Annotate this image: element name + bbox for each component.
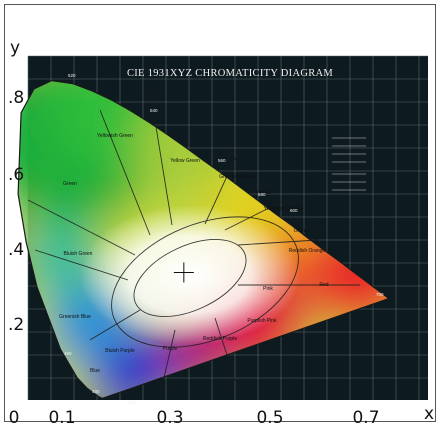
region-label: Reddish Orange [289, 248, 326, 254]
y-tick-label: .8 [8, 88, 24, 108]
x-tick-label: 0 [9, 408, 20, 427]
region-label: Bluish Purple [105, 348, 135, 354]
axis-ticks: 0 0.1 0.3 0.5 0.7 .8 .6 .4 .2 [8, 88, 380, 427]
x-tick-label: 0.3 [156, 408, 183, 427]
chart-frame [4, 4, 436, 422]
wavelength-label: 560 [218, 158, 226, 163]
region-label: Greenish Blue [59, 314, 91, 320]
x-tick-label: 0.1 [48, 408, 75, 427]
region-boundaries [27, 89, 360, 396]
chart-title: CIE 1931XYZ CHROMATICITY DIAGRAM [127, 68, 333, 79]
x-tick-label: 0.7 [352, 408, 379, 427]
region-label: Yellow Green [170, 158, 200, 164]
region-label: Yellow [256, 190, 271, 196]
region-label: Pink [263, 286, 273, 292]
region-label: Yellowish Orange [264, 206, 303, 212]
wavelength-label: 540 [150, 108, 158, 113]
region-label: Blue [90, 368, 100, 374]
region-label: Purplish Pink [247, 318, 277, 324]
region-label: Greenish Yellow [219, 174, 255, 180]
region-label: Green [63, 181, 77, 187]
wavelength-label: 700 [376, 292, 384, 297]
white-point-marker [173, 262, 194, 283]
x-tick-label: 0.5 [256, 408, 283, 427]
wavelength-label: 380 [128, 400, 136, 405]
wavelength-label: 490 [64, 351, 72, 356]
y-tick-label: .2 [8, 315, 24, 335]
region-label: Purple [163, 346, 178, 352]
region-labels: Green Yellowish Green Yellow Green Greenish… [59, 133, 329, 374]
x-axis-label: x [424, 404, 435, 424]
region-label: Reddish Purple [203, 336, 237, 342]
spectral-locus [17, 79, 391, 399]
y-tick-label: .4 [8, 240, 24, 260]
y-axis-label: y [10, 38, 21, 58]
region-label: Orange [294, 228, 311, 234]
note-block [332, 137, 366, 191]
wavelength-label: 520 [68, 73, 76, 78]
wavelength-label: 480 [92, 389, 100, 394]
wavelength-label: 580 [258, 192, 266, 197]
region-label: Red [319, 282, 328, 288]
region-label: Bluish Green [64, 251, 93, 257]
region-label: Yellowish Green [97, 133, 133, 139]
y-tick-label: .6 [8, 165, 24, 185]
wavelength-label: 600 [290, 208, 298, 213]
wavelength-labels: 520 540 560 580 600 700 490 480 380 [64, 73, 384, 405]
